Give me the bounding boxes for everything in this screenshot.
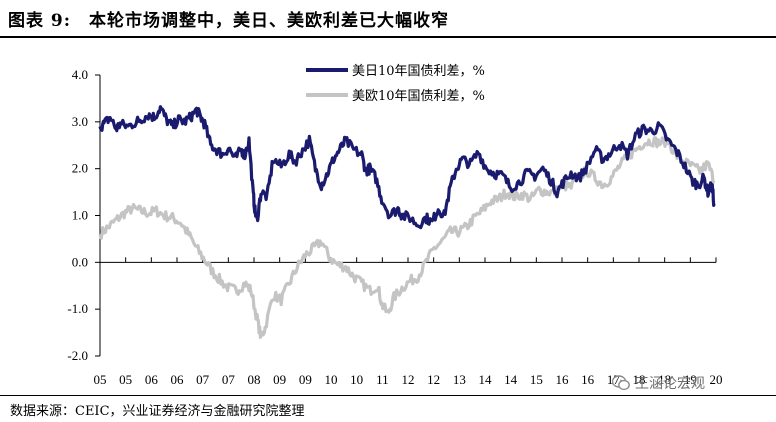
x-tick-label: 09 xyxy=(299,372,312,387)
title-divider xyxy=(0,36,776,38)
x-tick-label: 19 xyxy=(684,372,697,387)
y-tick-label: -1.0 xyxy=(67,301,88,316)
source-note: 数据来源：CEIC，兴业证券经济与金融研究院整理 xyxy=(10,404,305,419)
x-tick-label: 16 xyxy=(581,372,595,387)
x-tick-label: 18 xyxy=(633,372,646,387)
x-tick-label: 09 xyxy=(273,372,286,387)
x-tick-label: 12 xyxy=(427,372,440,387)
x-tick-label: 07 xyxy=(196,372,210,387)
x-tick-label: 11 xyxy=(376,372,389,387)
series-line-us-eu xyxy=(98,134,716,339)
x-tick-label: 07 xyxy=(222,372,236,387)
x-tick-label: 05 xyxy=(94,372,107,387)
x-tick-label: 20 xyxy=(710,372,723,387)
x-tick-label: 10 xyxy=(350,372,363,387)
x-tick-label: 18 xyxy=(658,372,671,387)
x-tick-label: 16 xyxy=(556,372,570,387)
y-tick-label: 4.0 xyxy=(72,67,88,82)
watermark: 王涵论宏观 xyxy=(612,372,705,394)
footer-divider xyxy=(0,395,776,396)
x-tick-label: 05 xyxy=(119,372,132,387)
y-tick-label: 2.0 xyxy=(72,161,88,176)
x-tick-label: 13 xyxy=(453,372,466,387)
title-bar: 图表 9: 本轮市场调整中，美日、美欧利差已大幅收窄 xyxy=(0,0,776,38)
x-tick-label: 06 xyxy=(171,372,185,387)
y-tick-label: 3.0 xyxy=(72,114,88,129)
x-tick-label: 15 xyxy=(530,372,543,387)
wechat-icon xyxy=(612,375,630,391)
watermark-text: 王涵论宏观 xyxy=(635,376,705,392)
x-tick-label: 14 xyxy=(504,372,518,387)
series-line-us-jp xyxy=(98,105,716,230)
y-tick-label: 1.0 xyxy=(72,208,88,223)
x-tick-label: 14 xyxy=(479,372,493,387)
y-tick-label: 0.0 xyxy=(72,254,88,269)
legend-label-us-jp: 美日10年国债利差，% xyxy=(352,64,485,79)
legend-label-us-eu: 美欧10年国债利差，% xyxy=(352,89,485,104)
chart-canvas: 4.0 3.0 2.0 1.0 0.0 -1.0 -2.0 05 05 06 06 07 07 08 09 0… xyxy=(67,64,723,387)
x-tick-label: 08 xyxy=(248,372,261,387)
x-tick-label: 06 xyxy=(145,372,159,387)
page-title: 图表 9: 本轮市场调整中，美日、美欧利差已大幅收窄 xyxy=(8,11,450,31)
x-tick-label: 12 xyxy=(402,372,415,387)
x-tick-label: 10 xyxy=(325,372,338,387)
y-tick-label: -2.0 xyxy=(67,348,88,363)
